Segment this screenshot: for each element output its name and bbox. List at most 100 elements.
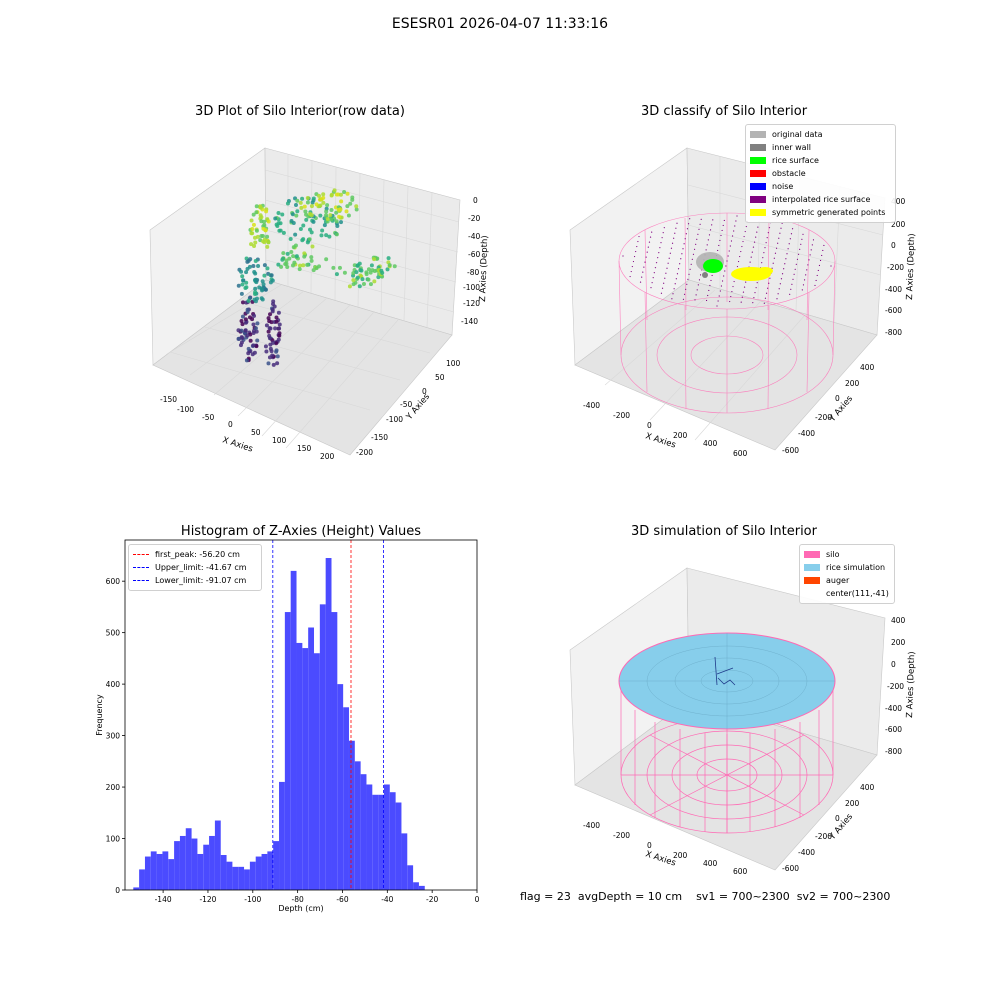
legend-label: symmetric generated points [772,208,886,217]
scatter-point [366,267,371,272]
surface-point [675,278,677,280]
scatter-point [253,326,258,331]
surface-point [698,228,700,230]
histogram-bar [139,869,145,890]
scatter-point [329,192,334,197]
scatter-point [253,277,258,282]
p2-xtick: 0 [647,421,652,430]
surface-point [708,289,710,292]
p2-ytick: 200 [845,379,860,388]
surface-point [723,219,725,222]
scatter-point [267,326,272,331]
surface-point [815,279,817,282]
surface-point [801,289,803,291]
surface-point [651,282,653,284]
surface-point [745,225,747,228]
scatter-point [241,300,246,305]
surface-point [772,262,774,264]
surface-point [645,256,647,258]
scatter-point [266,240,271,245]
scatter-point [332,188,337,193]
panel2-title: 3D classify of Silo Interior [640,104,808,119]
surface-point [694,299,696,301]
scatter-point [261,226,266,231]
scatter-point [302,254,307,259]
surface-point [774,252,777,254]
legend-label: obstacle [772,169,806,178]
surface-point [780,278,783,280]
scatter-point [327,234,332,239]
histogram-bar [255,856,262,890]
histogram-bar [413,882,419,890]
legend-swatch [750,131,766,138]
p4-xtick: 400 [703,859,718,868]
histogram-bar [179,835,186,890]
surface-point [662,232,664,234]
surface-point [674,232,676,234]
p4-xtick: -200 [613,831,630,840]
surface-point [802,233,804,235]
legend-swatch [133,580,149,581]
p2-xtick: -200 [613,411,630,420]
p1-xtick: -100 [177,405,194,414]
scatter-point [270,278,275,283]
p2-ylabel: Y Axies [827,394,855,425]
surface-point [689,268,691,270]
histogram-bar [261,853,268,890]
surface-point [675,227,677,229]
surface-point [730,240,733,242]
surface-point [647,246,649,248]
scatter-point [347,284,352,289]
scatter-point [277,333,282,338]
scatter-point [244,280,249,285]
surface-point [733,230,735,232]
histogram-bar [144,856,151,890]
surface-point [705,249,707,251]
surface-point [783,268,785,270]
p1-ztick: -60 [468,250,480,259]
scatter-point [274,315,279,320]
scatter-point [334,232,339,237]
surface-point [764,297,767,299]
scatter-point [342,190,347,195]
surface-point [753,241,756,243]
scatter-point [240,335,245,340]
surface-point [767,232,769,234]
scatter-point [342,270,347,275]
scatter-point [265,244,270,249]
surface-point [686,283,688,285]
x-tick-label: -40 [381,895,393,904]
surface-point [802,284,805,286]
p4-xtick: 600 [733,867,748,876]
histogram-bar [383,784,390,890]
scatter-point [250,227,255,232]
scatter-point [303,209,308,214]
scatter-point [354,207,359,212]
surface-point [695,243,697,245]
scatter-point [350,197,355,202]
surface-point [742,240,744,243]
plot-frame [124,539,478,891]
surface-point [734,225,736,227]
scatter-point [253,291,258,296]
histogram-bar [308,627,315,890]
surface-point [688,273,690,275]
x-tick-label: -60 [336,895,348,904]
scatter-point [386,256,391,261]
surface-point [639,281,642,283]
scatter-point [309,255,314,260]
surface-point [726,260,728,262]
surface-point [723,275,725,277]
scatter-point [317,193,322,198]
surface-point [711,224,713,226]
surface-point [636,245,638,248]
surface-point [786,253,788,255]
surface-point [689,218,691,220]
p2-ztick: -800 [885,328,902,337]
surface-point [767,287,769,289]
legend-swatch [804,564,820,571]
histogram-bar [418,885,425,890]
scatter-point [314,266,319,271]
scatter-point [255,321,260,326]
scatter-point [321,200,326,205]
